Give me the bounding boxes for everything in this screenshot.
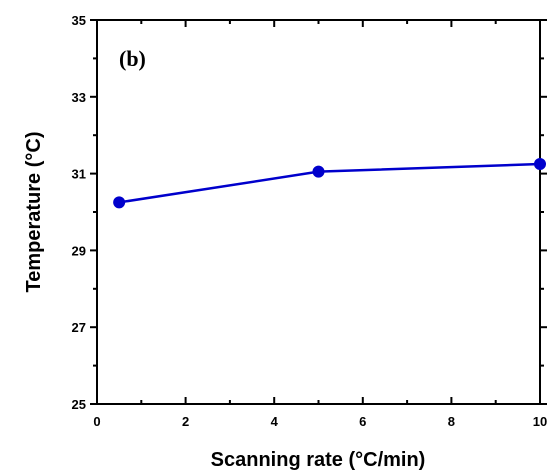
x-tick-label: 2 [182, 414, 189, 429]
y-tick-labels: 25 27 29 31 33 35 [72, 13, 86, 412]
series-group [113, 158, 546, 209]
y-axis-title: Temperature (°C) [23, 132, 45, 293]
data-point [534, 158, 546, 170]
x-tick-label: 10 [533, 414, 547, 429]
x-tick-label: 0 [93, 414, 100, 429]
panel-label: (b) [119, 46, 146, 71]
x-tick-label: 4 [271, 414, 279, 429]
y-tick-label: 27 [72, 320, 86, 335]
x-tick-labels: 0 2 4 6 8 10 [93, 414, 547, 429]
ticks [90, 19, 547, 405]
y-tick-label: 35 [72, 13, 86, 28]
series-line [118, 162, 541, 204]
plot-frame [96, 19, 541, 405]
y-tick-label: 29 [72, 243, 86, 258]
data-point [113, 196, 126, 209]
y-tick-label: 33 [72, 90, 86, 105]
y-tick-label: 25 [72, 397, 86, 412]
x-tick-label: 8 [448, 414, 455, 429]
y-tick-label: 31 [72, 167, 86, 182]
x-tick-label: 6 [359, 414, 366, 429]
data-point [312, 165, 325, 178]
x-axis-title: Scanning rate (°C/min) [211, 449, 426, 471]
